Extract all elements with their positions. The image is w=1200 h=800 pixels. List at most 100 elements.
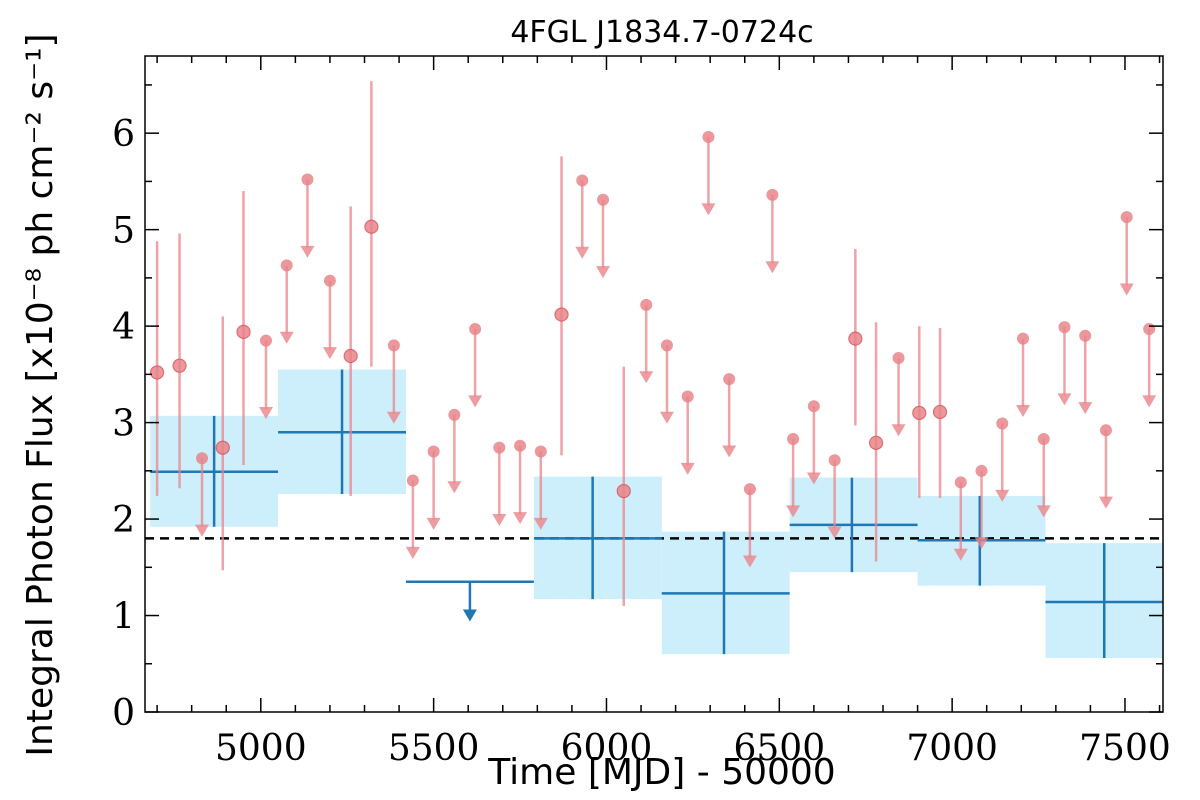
short-bin-ul-point-25	[892, 351, 905, 364]
short-bin-ul-point-1	[259, 334, 272, 347]
short-bin-ul-point-20	[743, 483, 756, 496]
short-bin-ul-arrow-34	[1119, 283, 1134, 296]
plot-area: 5000 5500 6000 6500 7000 7500 0 1 2 3 4 5 6	[112, 55, 1171, 769]
short-bin-ul-point-35	[1143, 323, 1156, 336]
short-bin-ul-arrow-26	[953, 548, 968, 561]
x-tick-label: 6000	[561, 728, 653, 769]
long-bin-ul-arrow-0	[462, 609, 477, 622]
short-bin-ul-point-24	[828, 454, 841, 467]
chart-title: 4FGL J1834.7-0724c	[510, 15, 813, 50]
short-bin-ul-arrow-20	[742, 555, 757, 568]
short-bin-ul-point-6	[406, 474, 419, 487]
short-bin-ul-arrow-30	[1036, 505, 1051, 518]
short-bin-ul-arrow-21	[765, 261, 780, 274]
short-bin-ul-point-17	[681, 390, 694, 403]
short-bin-ul-point-22	[787, 432, 800, 445]
short-bin-point-8	[848, 331, 863, 346]
short-bin-ul-point-7	[427, 445, 440, 458]
y-tick-label: 2	[112, 500, 135, 541]
short-bin-ul-arrow-4	[322, 347, 337, 360]
short-bin-ul-arrow-12	[533, 517, 548, 530]
short-bin-ul-point-8	[448, 408, 461, 421]
plot-content	[145, 81, 1163, 658]
short-bin-ul-point-15	[640, 298, 653, 311]
short-bin-ul-arrow-8	[447, 481, 462, 494]
y-tick-label: 4	[112, 307, 135, 348]
long-bin-band-6	[1045, 543, 1163, 658]
x-tick-label: 6500	[733, 728, 825, 769]
short-bin-ul-arrow-2	[279, 331, 294, 344]
short-bin-point-5	[364, 219, 379, 234]
short-bin-ul-arrow-10	[492, 514, 507, 527]
short-bin-ul-point-3	[301, 173, 314, 186]
plot-frame	[144, 55, 1164, 713]
short-bin-ul-point-28	[996, 417, 1009, 430]
short-bin-ul-point-16	[660, 339, 673, 352]
short-bin-ul-arrow-16	[659, 411, 674, 424]
short-bin-ul-arrow-7	[426, 517, 441, 530]
short-bin-point-9	[868, 435, 884, 450]
x-tick-label: 7000	[906, 728, 998, 769]
short-bin-ul-arrow-35	[1142, 395, 1157, 408]
short-bin-ul-arrow-29	[1016, 405, 1031, 418]
short-bin-ul-arrow-33	[1098, 496, 1113, 509]
short-bin-ul-arrow-6	[405, 546, 420, 559]
short-bin-ul-arrow-15	[639, 371, 654, 384]
x-axis-title: Time [MJD] - 50000	[487, 752, 835, 793]
short-bin-ul-arrow-11	[513, 512, 528, 525]
short-bin-ul-point-4	[323, 274, 336, 287]
short-bin-ul-arrow-25	[891, 424, 906, 437]
short-bin-ul-point-29	[1017, 332, 1030, 345]
short-bin-ul-point-33	[1099, 424, 1112, 437]
short-bin-ul-arrow-27	[974, 537, 989, 550]
short-bin-point-4	[343, 348, 358, 364]
short-bin-ul-point-31	[1058, 321, 1071, 334]
y-tick-label: 1	[112, 597, 135, 638]
short-bin-ul-point-19	[723, 373, 736, 386]
short-bin-ul-arrow-3	[300, 245, 315, 258]
short-bin-ul-arrow-31	[1057, 393, 1072, 406]
short-bin-ul-arrow-13	[575, 246, 590, 259]
short-bin-point-10	[912, 405, 927, 421]
short-bin-ul-point-11	[514, 439, 527, 452]
y-tick-label: 0	[112, 693, 135, 734]
short-bin-ul-arrow-23	[806, 472, 821, 485]
short-bin-ul-arrow-28	[995, 489, 1010, 502]
short-bin-ul-arrow-14	[596, 266, 611, 279]
short-bin-ul-point-26	[954, 476, 967, 489]
short-bin-ul-point-12	[534, 445, 547, 458]
x-tick-label: 5000	[215, 728, 307, 769]
short-bin-ul-point-21	[766, 188, 779, 201]
short-bin-ul-arrow-19	[722, 445, 737, 458]
short-bin-ul-point-30	[1037, 432, 1050, 445]
y-tick-label: 6	[112, 114, 135, 155]
short-bin-ul-point-9	[469, 323, 482, 336]
short-bin-ul-point-18	[702, 131, 715, 144]
y-axis-title: Integral Photon Flux [x10⁻⁸ ph cm⁻² s⁻¹]	[20, 33, 61, 756]
x-tick-label: 5500	[388, 728, 480, 769]
short-bin-ul-point-34	[1120, 211, 1133, 224]
short-bin-ul-point-0	[196, 452, 209, 465]
short-bin-point-11	[932, 404, 948, 420]
short-bin-ul-point-32	[1079, 329, 1092, 342]
short-bin-ul-arrow-17	[680, 462, 695, 475]
short-bin-ul-point-10	[493, 441, 506, 454]
x-tick-label: 7500	[1079, 728, 1171, 769]
short-bin-ul-arrow-24	[827, 526, 842, 539]
y-tick-label: 5	[112, 211, 135, 252]
short-bin-point-1	[172, 358, 187, 373]
short-bin-point-2	[215, 440, 230, 455]
short-bin-point-3	[236, 324, 251, 340]
short-bin-ul-point-27	[975, 464, 988, 477]
short-bin-ul-arrow-18	[701, 203, 716, 216]
short-bin-ul-arrow-9	[468, 395, 483, 408]
short-bin-ul-point-14	[597, 193, 610, 206]
short-bin-point-0	[149, 365, 165, 380]
short-bin-ul-arrow-0	[195, 524, 210, 537]
short-bin-ul-arrow-22	[786, 505, 801, 518]
short-bin-point-7	[616, 483, 631, 499]
short-bin-ul-point-13	[576, 174, 589, 187]
short-bin-ul-arrow-1	[258, 406, 273, 419]
short-bin-ul-arrow-32	[1078, 402, 1093, 415]
